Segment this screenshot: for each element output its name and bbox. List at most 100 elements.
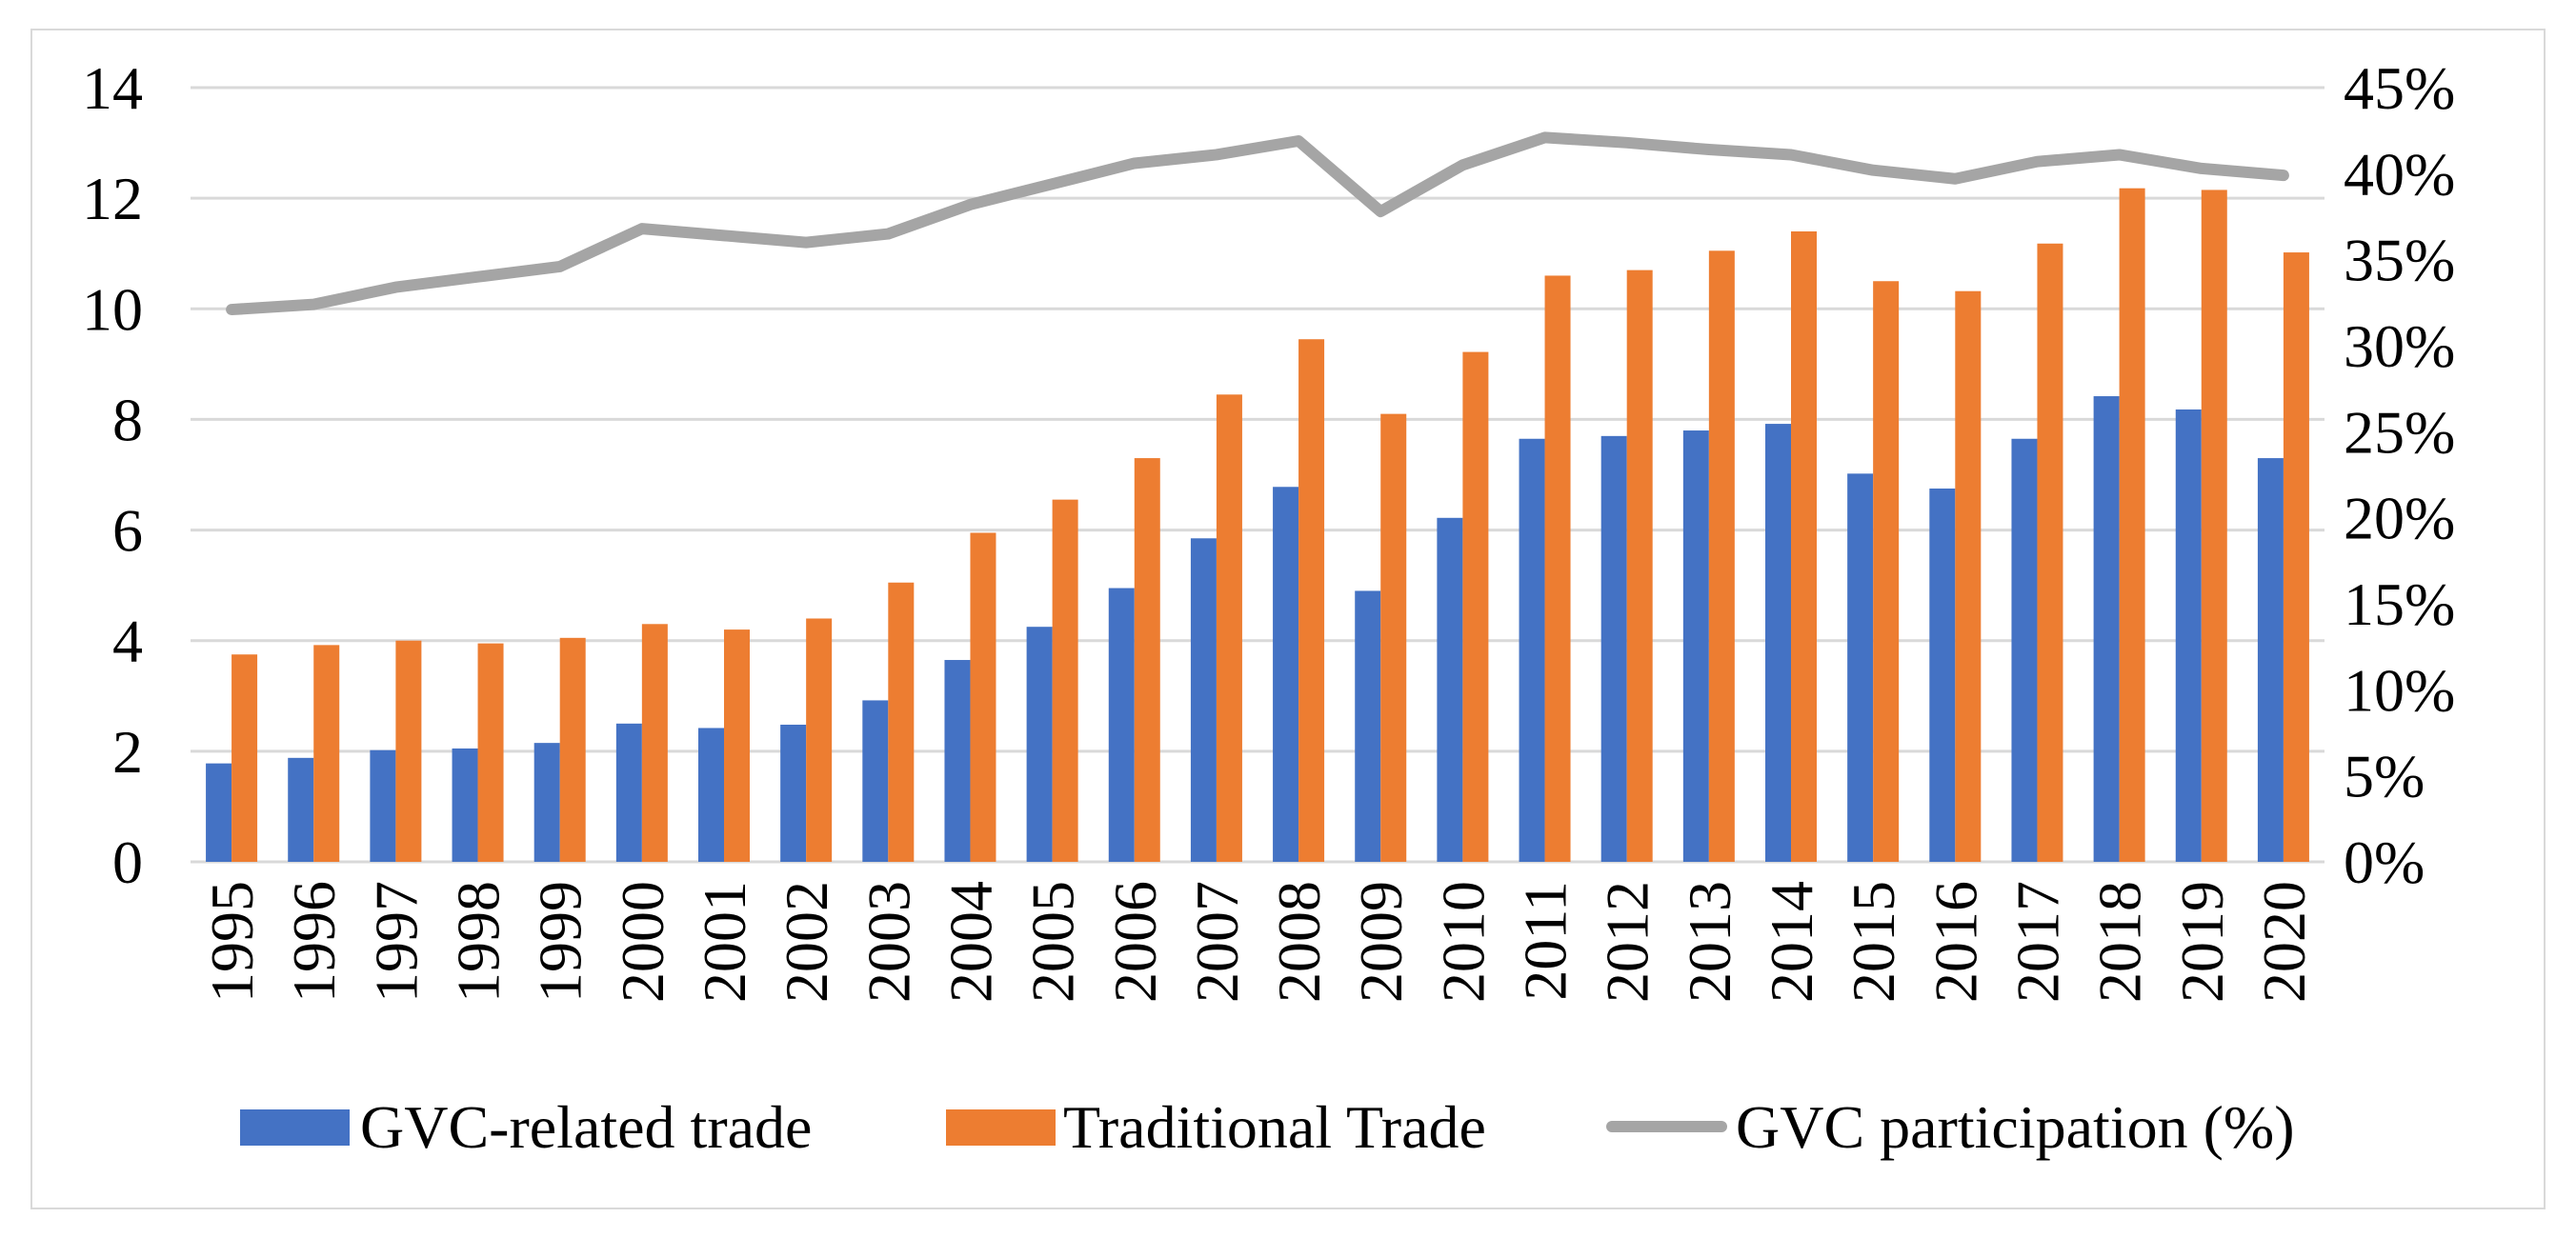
left-tick-label: 2 — [112, 718, 143, 786]
bar — [862, 700, 889, 862]
right-tick-label: 20% — [2344, 485, 2455, 552]
bar — [1847, 473, 1874, 862]
right-tick-label: 5% — [2344, 743, 2425, 810]
bar — [288, 757, 314, 862]
x-tick-label: 1998 — [445, 881, 513, 1003]
bar — [1108, 588, 1135, 862]
bars — [206, 188, 2309, 863]
x-tick-label: 1996 — [280, 881, 348, 1003]
x-tick-label: 2016 — [1922, 881, 1989, 1003]
bar — [231, 654, 258, 862]
x-axis-ticks: 1995 1996 1997 1998 1999 2000 2001 2002 2003 2004… — [198, 881, 2318, 1003]
x-tick-label: 2001 — [691, 881, 758, 1003]
right-tick-label: 40% — [2344, 140, 2455, 208]
bar — [2093, 396, 2120, 862]
bar — [1134, 458, 1160, 862]
bar — [1273, 487, 1299, 862]
right-tick-label: 10% — [2344, 656, 2455, 724]
x-tick-label: 2014 — [1758, 881, 1825, 1003]
legend-marker — [240, 1109, 350, 1146]
right-tick-label: 15% — [2344, 570, 2455, 638]
bar — [2283, 252, 2309, 862]
right-tick-label: 35% — [2344, 227, 2455, 294]
gridlines — [191, 86, 2324, 864]
bar — [1190, 538, 1217, 862]
bar — [888, 582, 915, 862]
x-tick-label: 2010 — [1429, 881, 1497, 1003]
bar — [533, 743, 560, 862]
x-tick-label: 2006 — [1101, 881, 1169, 1003]
bar — [2201, 190, 2227, 863]
x-tick-label: 2018 — [2086, 881, 2154, 1003]
bar — [477, 643, 504, 862]
bar — [2011, 438, 2038, 862]
line-series — [226, 131, 2289, 316]
bar — [1462, 351, 1489, 862]
right-tick-label: 45% — [2344, 54, 2455, 122]
left-tick-label: 10 — [82, 275, 143, 343]
right-tick-label: 30% — [2344, 312, 2455, 380]
x-tick-label: 2013 — [1676, 881, 1743, 1003]
x-tick-label: 2012 — [1594, 881, 1661, 1003]
left-tick-label: 14 — [82, 54, 143, 122]
bar — [970, 532, 996, 862]
bar — [1929, 489, 1956, 862]
bar — [806, 618, 833, 862]
bar — [1626, 270, 1653, 862]
left-tick-label: 12 — [82, 165, 143, 232]
x-tick-label: 1999 — [527, 881, 594, 1003]
x-tick-label: 1997 — [362, 881, 430, 1003]
x-tick-label: 2017 — [2003, 881, 2071, 1003]
bar — [1600, 435, 1627, 862]
bar — [1682, 430, 1709, 862]
bar — [452, 748, 478, 862]
bar — [780, 724, 807, 862]
bar — [615, 723, 642, 862]
x-tick-label: 1995 — [198, 881, 266, 1003]
left-tick-label: 6 — [112, 497, 143, 565]
bar — [1708, 250, 1735, 863]
x-tick-label: 2007 — [1183, 881, 1251, 1003]
left-tick-label: 8 — [112, 386, 143, 453]
right-tick-label: 0% — [2344, 829, 2425, 896]
x-tick-label: 2009 — [1347, 881, 1415, 1003]
x-tick-label: 2004 — [936, 881, 1004, 1003]
right-tick-label: 25% — [2344, 398, 2455, 466]
x-tick-label: 2011 — [1512, 881, 1580, 1001]
left-tick-label: 0 — [112, 829, 143, 896]
right-axis-ticks: 0% 5% 10% 15% 20% 25% 30% 35% 40% 45% — [2344, 54, 2455, 896]
bar — [395, 640, 422, 862]
x-tick-label: 2003 — [855, 881, 922, 1003]
bar — [1052, 499, 1078, 862]
bar — [1791, 230, 1817, 862]
bar — [1955, 290, 1982, 862]
bar — [2119, 188, 2145, 862]
legend-label: Traditional Trade — [1063, 1093, 1486, 1161]
series-line — [226, 131, 2289, 316]
bar — [724, 629, 750, 862]
bar — [698, 728, 724, 862]
bar — [1355, 590, 1381, 862]
x-tick-label: 2020 — [2250, 881, 2318, 1003]
bar — [1544, 275, 1571, 862]
legend-label: GVC participation (%) — [1736, 1093, 2295, 1161]
bar — [1380, 413, 1407, 862]
bar — [370, 749, 396, 862]
bar — [1437, 517, 1463, 862]
bar — [944, 660, 971, 862]
x-tick-label: 2008 — [1265, 881, 1333, 1003]
left-axis-ticks: 0 2 4 6 8 10 12 14 — [82, 54, 143, 896]
bar — [1026, 627, 1053, 862]
x-tick-label: 2000 — [609, 881, 676, 1003]
left-tick-label: 4 — [112, 608, 143, 675]
legend: GVC-related trade Traditional Trade GVC pa… — [240, 1093, 2295, 1161]
bar — [206, 763, 232, 862]
bar — [313, 645, 340, 862]
bar — [641, 624, 668, 862]
bar — [1298, 339, 1325, 863]
x-tick-label: 2015 — [1840, 881, 1907, 1003]
bar — [559, 637, 586, 862]
bar — [1216, 394, 1242, 862]
bar — [2175, 409, 2202, 862]
